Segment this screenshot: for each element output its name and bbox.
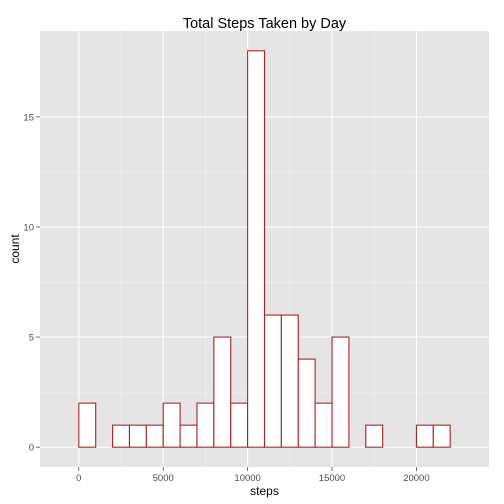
histogram-bar (78, 402, 97, 448)
histogram-bar (365, 424, 384, 448)
y-tick-label: 0 (29, 443, 34, 454)
histogram-bar (179, 424, 198, 448)
histogram-bar (297, 358, 316, 448)
y-axis-title: count (8, 234, 22, 264)
histogram-bars (78, 50, 451, 448)
y-tick-label: 10 (23, 222, 34, 233)
x-tick-label: 15000 (319, 473, 345, 484)
histogram-bar (112, 424, 131, 448)
x-tick-label: 5000 (153, 473, 174, 484)
histogram-bar (331, 336, 350, 448)
x-tick-label: 20000 (403, 473, 429, 484)
y-tick-label: 5 (29, 333, 34, 344)
y-tick-label: 15 (23, 112, 34, 123)
histogram-bar (415, 424, 434, 448)
histogram-bar (263, 314, 282, 448)
histogram-bar (230, 402, 249, 448)
histogram-bar (128, 424, 147, 448)
x-tick-label: 10000 (234, 473, 260, 484)
x-axis-ticks: 0 5000 10000 15000 20000 (76, 467, 430, 484)
histogram-bar (280, 314, 299, 448)
y-axis-ticks: 0 5 10 15 (23, 112, 40, 454)
histogram-bar (432, 424, 451, 448)
histogram-bar (314, 402, 333, 448)
histogram-bar (145, 424, 164, 448)
chart-title: Total Steps Taken by Day (183, 16, 347, 32)
x-axis-title: steps (250, 484, 279, 498)
histogram-bar (162, 402, 181, 448)
x-tick-label: 0 (76, 473, 81, 484)
histogram-bar (196, 402, 215, 448)
histogram-bar (213, 336, 232, 448)
histogram-bar (247, 50, 266, 448)
